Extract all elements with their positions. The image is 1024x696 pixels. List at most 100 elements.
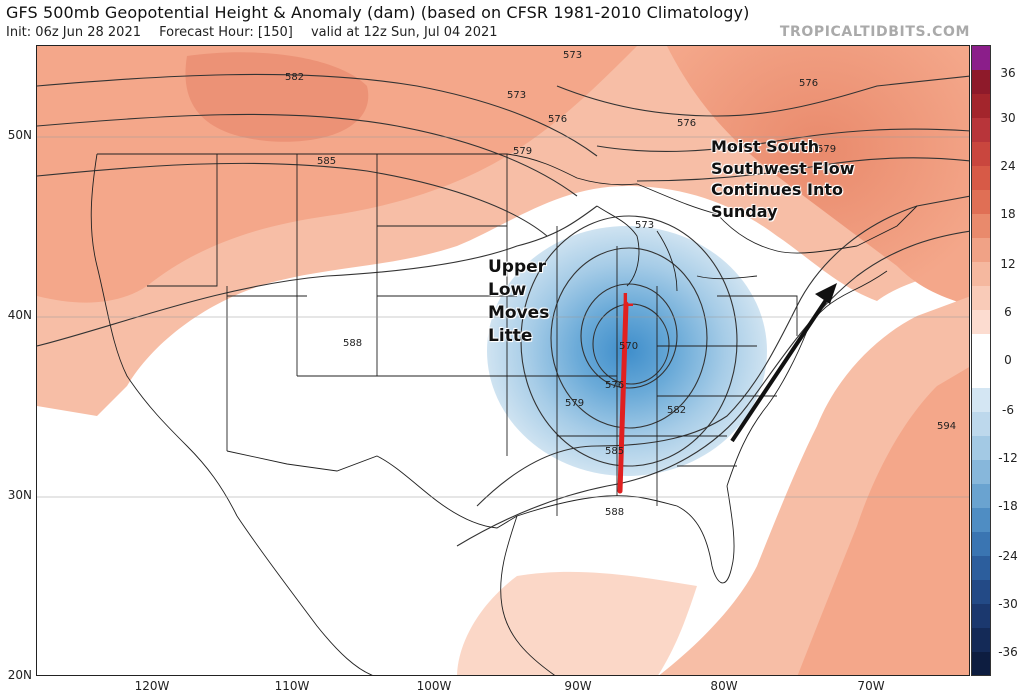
annotation-upper-low: Upper Low Moves Litte [488,256,578,348]
weather-map-svg: 582 573 576 579 585 576 573 579 573 576 … [37,46,969,675]
low-marker: L [622,290,633,311]
positive-anomaly-north-inner [37,46,637,303]
contour-label: 576 [605,380,624,391]
flow-arrow-head [815,283,837,304]
lon-label: 70W [857,679,885,693]
contour-line [636,157,969,182]
annotation-line: Litte [488,325,533,346]
lat-label: 50N [7,128,32,142]
colorbar-segment [972,556,990,580]
contour-label: 579 [817,144,836,155]
flow-arrow-line [730,289,834,443]
red-track-line [617,301,629,494]
positive-anomaly-atlantic-inner [797,367,969,675]
annotation-line: Sunday [711,201,778,221]
colorbar-segment [972,310,990,334]
contour-label: 573 [563,50,582,61]
colorbar-tick: -6 [1002,403,1014,417]
colorbar-segment [972,436,990,460]
mexico-coast [236,515,373,675]
contour-line [456,230,969,547]
colorbar-segment [972,412,990,436]
colorbar-tick: 24 [1000,159,1016,173]
contour-line [37,162,548,237]
site-watermark: TROPICALTIDBITS.COM [779,24,970,40]
positive-anomaly-gulf [457,571,697,675]
colorbar-tick: -30 [998,597,1018,611]
colorbar-segment [972,652,990,675]
valid-time: valid at 12z Sun, Jul 04 2021 [310,25,498,40]
height-contours [37,73,969,547]
contour-ring [550,247,708,429]
lon-label: 80W [710,679,738,693]
lon-label: 120W [134,679,170,693]
west-coast [90,153,238,517]
colorbar-segment [972,580,990,604]
map-panel: 582 573 576 579 585 576 573 579 573 576 … [36,45,970,676]
contour-label: 570 [619,341,638,352]
lon-label: 90W [564,679,592,693]
colorbar-segment [972,94,990,118]
colorbar-segment [972,70,990,94]
colorbar-tick: 30 [1000,111,1016,125]
gulf-coast [516,485,735,584]
contour-ring [592,303,670,385]
contour-line [556,75,969,117]
contour-label: 573 [507,90,526,101]
contour-label: 594 [937,421,956,432]
contour-label: 585 [317,156,336,167]
colorbar-tick: 36 [1000,66,1016,80]
annotation-line: Moves [488,302,550,323]
state-line [147,154,218,287]
lat-label: 30N [7,488,32,502]
map-title: GFS 500mb Geopotential Height & Anomaly … [6,3,750,22]
contour-line [596,128,969,152]
annotation-moist-flow: Moist South Southwest Flow Continues Int… [711,136,911,222]
contour-label: 573 [635,220,654,231]
colorbar-segment [972,508,990,532]
contour-label: 576 [677,118,696,129]
contour-label: 582 [285,72,304,83]
colorbar-segment [972,190,990,214]
us-canada-border [97,153,918,254]
colorbar-tick: -18 [998,499,1018,513]
us-mexico-border [226,450,518,529]
annotation-line: Continues Into [711,180,843,200]
colorbar-segment [972,166,990,190]
great-lakes [596,205,758,292]
contour-label: 588 [605,507,624,518]
colorbar-segment [972,142,990,166]
low-track [617,301,629,494]
colorbar [971,45,991,676]
colorbar-tick: 12 [1000,257,1016,271]
colorbar-tick: 6 [1004,305,1012,319]
contour-label: 576 [548,114,567,125]
lon-label: 110W [274,679,310,693]
contour-label: 579 [513,146,532,157]
colorbar-segment [972,484,990,508]
colorbar-tick: 0 [1004,353,1012,367]
colorbar-segment [972,334,990,388]
positive-anomaly-northeast [667,46,969,306]
colorbar-segment [972,238,990,262]
annotation-line: Upper [488,257,547,277]
colorbar-segment [972,286,990,310]
colorbar-segment [972,214,990,238]
contour-ring [520,215,738,467]
colorbar-segment [972,604,990,628]
mexico-gulf-coast [500,515,555,675]
contour-line [37,73,598,157]
colorbar-segment [972,628,990,652]
flow-arrow [730,283,837,443]
init-time: Init: 06z Jun 28 2021 [6,25,141,40]
contour-line [37,113,578,197]
contour-labels: 582 573 576 579 585 576 573 579 573 576 … [285,50,956,518]
colorbar-segment [972,460,990,484]
annotation-line: Moist South [711,137,820,156]
boundaries [37,136,969,675]
contour-label: 585 [605,446,624,457]
annotation-line: Southwest Flow [711,158,855,178]
forecast-hour: Forecast Hour: [150] [159,25,293,40]
lat-label: 20N [7,668,32,682]
colorbar-segment [972,388,990,412]
